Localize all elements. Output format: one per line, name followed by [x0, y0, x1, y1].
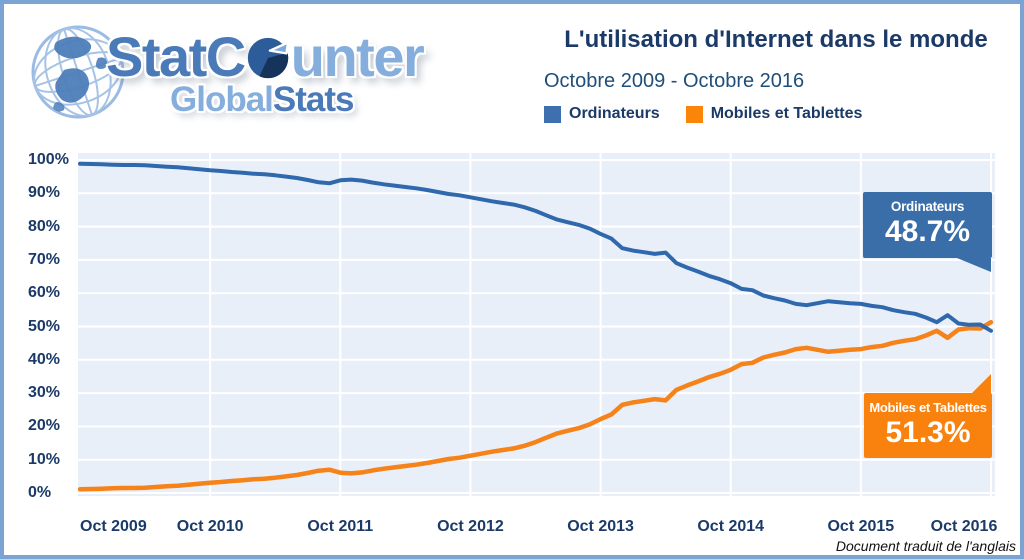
- plot-area: [77, 153, 995, 496]
- desktop-callout-label: Ordinateurs: [890, 199, 965, 214]
- legend-item-mobiles: Mobiles et Tablettes: [685, 105, 863, 123]
- y-axis-label: 20%: [28, 417, 61, 435]
- y-axis-label: 60%: [28, 284, 61, 302]
- x-axis-label: Oct 2014: [697, 518, 765, 535]
- legend-swatch-desktop: [544, 105, 561, 123]
- y-axis-label: 10%: [28, 450, 61, 468]
- y-axis-label: 0%: [28, 484, 52, 501]
- mobile-callout-value: 51.3%: [885, 416, 971, 449]
- desktop-callout-value: 48.7%: [884, 215, 971, 248]
- x-axis-label: Oct 2012: [437, 518, 504, 535]
- pie-chart-icon: [246, 28, 290, 93]
- legend-label-mobile: Mobiles et Tablettes: [710, 105, 863, 122]
- logo-unter: unter: [290, 25, 425, 88]
- logo-stat: Stat: [106, 25, 207, 88]
- y-axis-label: 30%: [28, 384, 61, 402]
- desktop-callout-pointer: [957, 258, 991, 272]
- y-axis-label: 90%: [28, 184, 61, 202]
- logo-wordmark-globalstats: GlobalStats: [170, 80, 354, 120]
- x-axis-label: Oct 2009: [80, 518, 147, 535]
- y-axis-label: 70%: [28, 250, 61, 268]
- logo-c: C: [205, 25, 246, 88]
- y-axis-label: 80%: [28, 217, 61, 235]
- mobile-callout: Mobiles et Tablettes 51.3%: [864, 393, 992, 458]
- logo-wordmark-statcounter: StatC unter: [106, 24, 425, 93]
- statcounter-logo: StatC unter GlobalStats: [28, 18, 518, 136]
- desktop-callout: Ordinateurs 48.7%: [863, 192, 992, 258]
- x-axis-label: Oct 2016: [930, 518, 998, 535]
- x-axis-label: Oct 2010: [176, 518, 244, 535]
- y-axis-label: 50%: [28, 317, 61, 335]
- legend-item-ordinateurs: Ordinateurs: [544, 105, 660, 123]
- globe-icon: [31, 25, 125, 119]
- date-range-subtitle: Octobre 2009 - Octobre 2016: [544, 70, 805, 92]
- x-axis-label: Oct 2011: [307, 518, 374, 535]
- x-axis-label: Oct 2013: [567, 518, 634, 535]
- translation-note: Document traduit de l'anglais: [835, 538, 1016, 554]
- logo-stats: Stats: [272, 80, 355, 119]
- mobile-callout-pointer: [972, 374, 991, 393]
- desktop-line: [78, 161, 993, 333]
- y-axis-label: 100%: [28, 151, 69, 168]
- x-axis-label: Oct 2015: [827, 518, 895, 535]
- mobile-line: [77, 319, 994, 492]
- legend-swatch-mobile: [685, 105, 703, 123]
- line-chart: [77, 153, 995, 496]
- legend-label-desktop: Ordinateurs: [569, 105, 660, 122]
- mobile-callout-label: Mobiles et Tablettes: [869, 400, 987, 415]
- legend: Ordinateurs Mobiles et Tablettes: [544, 105, 862, 123]
- page-title: L'utilisation d'Internet dans le monde: [564, 26, 988, 53]
- logo-global: Global: [170, 80, 274, 119]
- y-axis-label: 40%: [28, 350, 61, 368]
